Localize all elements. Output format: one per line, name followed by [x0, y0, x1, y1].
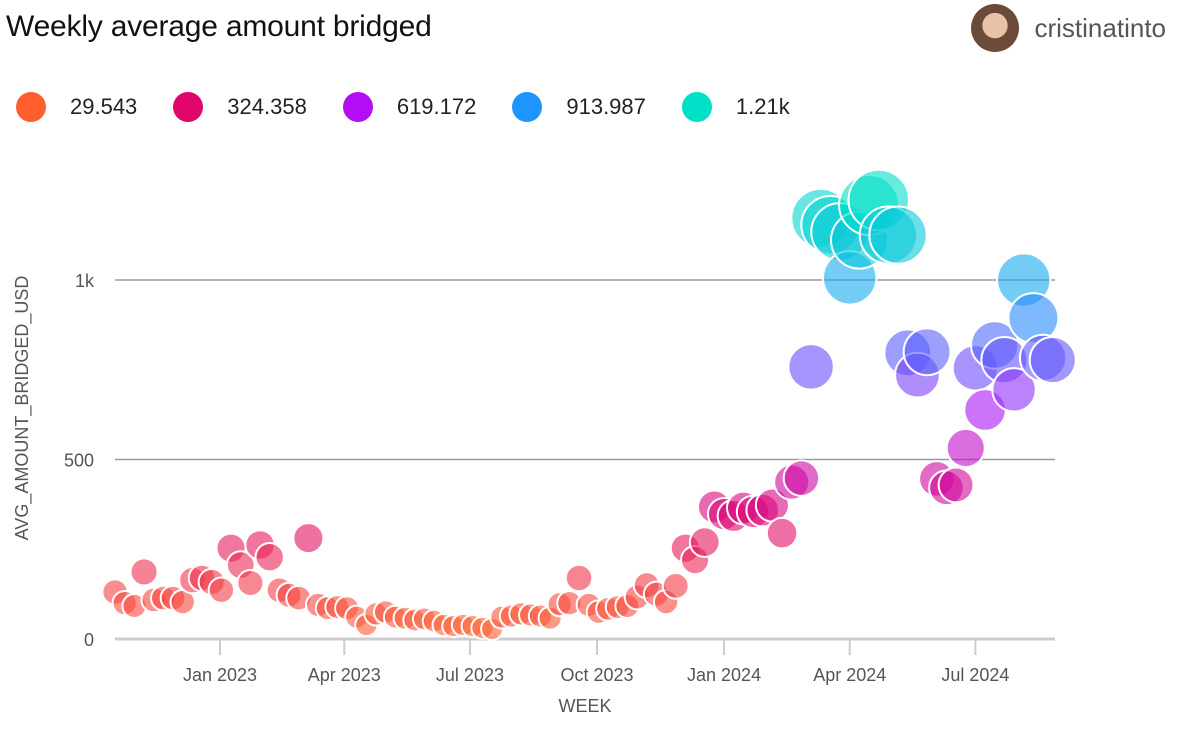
bubble[interactable] [236, 568, 265, 598]
bubble[interactable] [661, 571, 690, 600]
legend-label: 324.358 [227, 94, 307, 119]
x-tick-label: Apr 2024 [813, 665, 886, 685]
bubble[interactable] [292, 522, 325, 555]
username[interactable]: cristinatinto [1034, 12, 1167, 43]
bubble[interactable] [1028, 336, 1077, 385]
bubble[interactable] [937, 466, 975, 504]
x-tick-label: Oct 2023 [560, 665, 633, 685]
y-tick-label: 0 [84, 630, 94, 650]
bubble[interactable] [688, 526, 721, 558]
bubble[interactable] [782, 459, 821, 497]
x-tick-label: Jul 2024 [941, 665, 1009, 685]
x-tick-label: Jan 2023 [183, 665, 257, 685]
legend-swatch [342, 92, 373, 122]
bubble[interactable] [787, 343, 835, 391]
y-axis-title: AVG_AMOUNT_BRIDGED_USD [12, 276, 33, 541]
y-tick-label: 1k [75, 271, 95, 291]
bubble[interactable] [564, 563, 594, 593]
bubble[interactable] [945, 427, 986, 469]
legend: 29.543 324.358 619.172 913.987 1.21k [16, 92, 826, 122]
bubble[interactable] [868, 205, 928, 265]
x-tick-label: Apr 2023 [308, 665, 381, 685]
avatar[interactable] [970, 4, 1019, 52]
legend-swatch [681, 92, 712, 122]
legend-item[interactable]: 324.358 [173, 92, 307, 122]
bubble[interactable] [129, 557, 159, 587]
legend-label: 29.543 [70, 94, 138, 119]
x-tick-label: Jan 2024 [687, 665, 761, 685]
x-tick-label: Jul 2023 [436, 665, 504, 685]
bubble[interactable] [207, 576, 236, 604]
bubble[interactable] [254, 541, 285, 573]
chart-title: Weekly average amount bridged [6, 10, 432, 43]
legend-item[interactable]: 1.21k [681, 92, 790, 122]
legend-item[interactable]: 913.987 [512, 92, 646, 122]
bubble[interactable] [991, 367, 1037, 413]
legend-swatch [512, 92, 543, 122]
author[interactable]: cristinatinto [970, 4, 1167, 52]
legend-label: 913.987 [566, 94, 646, 119]
legend-label: 619.172 [396, 94, 477, 119]
y-tick-label: 500 [64, 451, 94, 471]
legend-item[interactable]: 29.543 [16, 92, 137, 122]
bubble[interactable] [902, 327, 952, 377]
legend-swatch [16, 92, 46, 122]
legend-swatch [173, 92, 204, 122]
legend-item[interactable]: 619.172 [342, 92, 477, 122]
legend-label: 1.21k [735, 94, 790, 119]
x-axis-title: WEEK [558, 696, 611, 716]
bubble[interactable] [765, 516, 799, 550]
